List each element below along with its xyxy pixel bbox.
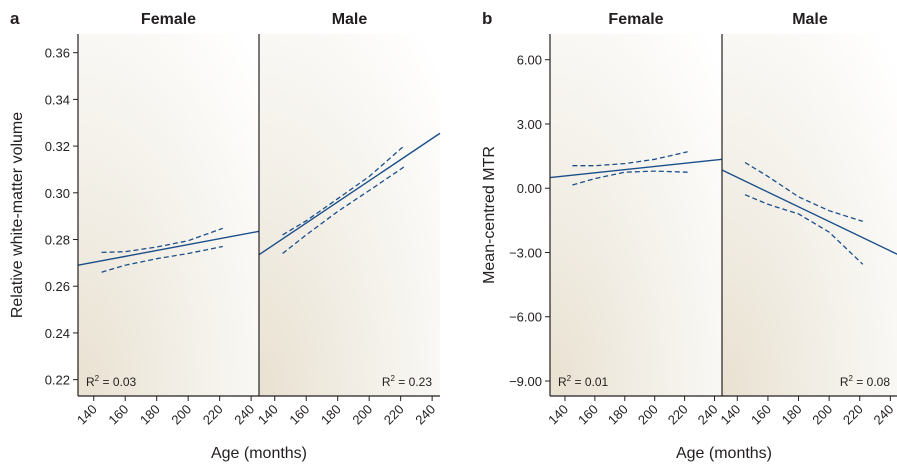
r-symbol: R xyxy=(382,375,391,389)
confidence-band-upper-male xyxy=(282,145,405,236)
x-tick-label: 240 xyxy=(412,402,438,428)
y-tick-label: 0.24 xyxy=(45,326,70,341)
x-tick-label: 140 xyxy=(545,402,571,428)
y-axis-label: Relative white-matter volume xyxy=(9,112,26,318)
x-tick-label: 160 xyxy=(105,402,131,428)
r-squared-label-female: R2 = 0.03 xyxy=(86,374,136,389)
facet-title-female: Female xyxy=(608,11,663,28)
r-squared-value: 0.23 xyxy=(409,375,433,389)
x-tick-label: 140 xyxy=(255,402,281,428)
r-squared-value-prefix: = xyxy=(571,375,585,389)
facet-title-male: Male xyxy=(792,11,828,28)
x-axis-label: Age (months) xyxy=(676,445,772,462)
r-squared-value: 0.08 xyxy=(867,375,891,389)
panel-label: a xyxy=(10,9,20,28)
facet-background-male xyxy=(722,34,897,396)
regression-line-female xyxy=(77,230,260,266)
y-tick-label: 0.30 xyxy=(45,186,70,201)
panel-label: b xyxy=(482,9,492,28)
x-tick-label: 140 xyxy=(74,402,100,428)
x-tick-label: 160 xyxy=(286,402,312,428)
x-tick-label: 220 xyxy=(840,402,866,428)
confidence-band-upper-female xyxy=(572,151,688,167)
y-tick-label: −9.00 xyxy=(509,374,542,389)
facet-background-female xyxy=(550,34,722,396)
y-tick-label: 6.00 xyxy=(517,53,542,68)
confidence-band-lower-female xyxy=(101,245,223,273)
r-symbol: R xyxy=(840,375,849,389)
x-tick-label: 220 xyxy=(381,402,407,428)
x-tick-label: 200 xyxy=(809,402,835,428)
y-tick-label: 0.34 xyxy=(45,92,70,107)
facet-title-female: Female xyxy=(141,11,196,28)
r-squared-value-prefix: = xyxy=(99,375,113,389)
regression-line-male xyxy=(258,132,441,256)
r-squared-label-male: R2 = 0.08 xyxy=(840,374,890,389)
confidence-band-lower-male xyxy=(744,194,864,265)
r-squared-value: 0.03 xyxy=(113,375,137,389)
superscript-2: 2 xyxy=(849,374,854,383)
x-axis-label: Age (months) xyxy=(211,445,307,462)
x-tick-label: 180 xyxy=(779,402,805,428)
x-tick-label: 180 xyxy=(318,402,344,428)
r-squared-value: 0.01 xyxy=(585,375,609,389)
facet-background-male xyxy=(259,34,440,396)
x-tick-label: 220 xyxy=(200,402,226,428)
r-squared-value-prefix: = xyxy=(395,375,409,389)
y-tick-label: 0.32 xyxy=(45,139,70,154)
r-squared-label-male: R2 = 0.23 xyxy=(382,374,432,389)
r-symbol: R xyxy=(558,375,567,389)
x-tick-label: 240 xyxy=(231,402,257,428)
x-tick-label: 240 xyxy=(695,402,721,428)
y-tick-label: 0.26 xyxy=(45,279,70,294)
y-axis-label: Mean-centred MTR xyxy=(481,146,498,284)
facet-background-female xyxy=(78,34,259,396)
y-tick-label: 3.00 xyxy=(517,117,542,132)
r-squared-label-female: R2 = 0.01 xyxy=(558,374,608,389)
superscript-2: 2 xyxy=(567,374,572,383)
x-tick-label: 160 xyxy=(575,402,601,428)
x-tick-label: 180 xyxy=(605,402,631,428)
superscript-2: 2 xyxy=(95,374,100,383)
y-tick-label: 0.36 xyxy=(45,46,70,61)
x-tick-label: 200 xyxy=(349,402,375,428)
regression-line-male xyxy=(721,169,897,255)
x-tick-label: 160 xyxy=(748,402,774,428)
confidence-band-upper-female xyxy=(101,227,224,254)
r-squared-value-prefix: = xyxy=(853,375,867,389)
y-tick-label: −3.00 xyxy=(509,245,542,260)
confidence-band-upper-male xyxy=(744,161,863,223)
y-tick-label: −6.00 xyxy=(509,310,542,325)
x-tick-label: 180 xyxy=(137,402,163,428)
r-symbol: R xyxy=(86,375,95,389)
x-tick-label: 240 xyxy=(871,402,897,428)
x-tick-label: 200 xyxy=(168,402,194,428)
y-tick-label: 0.28 xyxy=(45,233,70,248)
facet-title-male: Male xyxy=(332,11,368,28)
regression-line-female xyxy=(549,158,723,179)
confidence-band-lower-male xyxy=(282,166,405,255)
x-tick-label: 140 xyxy=(717,402,743,428)
y-tick-label: 0.00 xyxy=(517,181,542,196)
x-tick-label: 200 xyxy=(635,402,661,428)
y-tick-label: 0.22 xyxy=(45,373,70,388)
superscript-2: 2 xyxy=(391,374,396,383)
x-tick-label: 220 xyxy=(665,402,691,428)
